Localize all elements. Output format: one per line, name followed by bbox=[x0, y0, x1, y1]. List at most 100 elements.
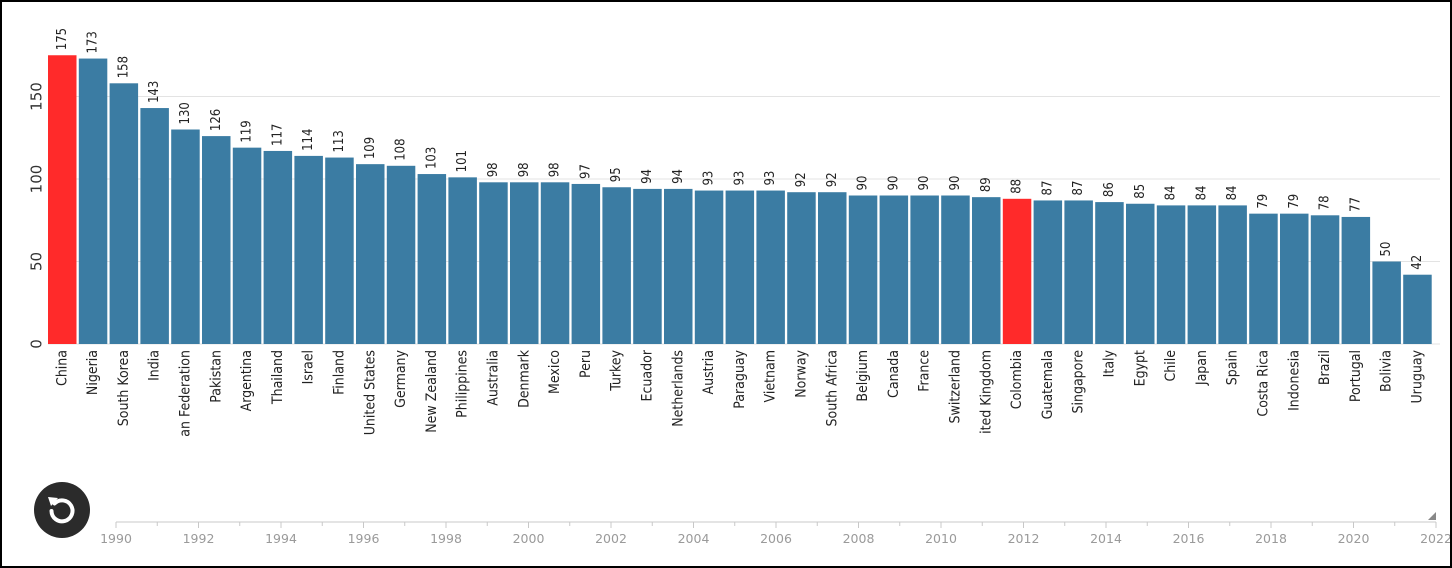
bar-value-label: 158 bbox=[116, 56, 131, 78]
bar-value-label: 113 bbox=[332, 130, 347, 152]
timeline-year-label[interactable]: 1990 bbox=[100, 531, 132, 546]
timeline-year-label[interactable]: 2006 bbox=[760, 531, 792, 546]
replay-button[interactable] bbox=[34, 482, 90, 538]
replay-icon bbox=[48, 497, 75, 524]
category-label: Japan bbox=[1194, 350, 1210, 386]
bar-value-label: 42 bbox=[1410, 255, 1425, 270]
category-label: Uruguay bbox=[1409, 349, 1425, 403]
category-label: Norway bbox=[793, 349, 809, 397]
timeline-year-label[interactable]: 2016 bbox=[1173, 531, 1205, 546]
category-label: Denmark bbox=[516, 349, 532, 408]
category-label: Vietnam bbox=[763, 350, 779, 402]
bar-denmark bbox=[510, 182, 539, 344]
category-label: Germany bbox=[393, 349, 409, 407]
bar-india bbox=[140, 108, 169, 344]
bar-thailand bbox=[263, 150, 293, 344]
category-label: Australia bbox=[485, 350, 501, 406]
timeline-year-label[interactable]: 2012 bbox=[1008, 531, 1040, 546]
bar-singapore bbox=[1064, 200, 1093, 344]
timeline-year-label[interactable]: 1996 bbox=[348, 531, 380, 546]
y-tick-label: 0 bbox=[28, 339, 46, 349]
category-label: Israel bbox=[301, 350, 317, 384]
bar-value-label: 78 bbox=[1318, 195, 1333, 210]
bar-value-label: 84 bbox=[1164, 186, 1179, 201]
bar-value-label: 126 bbox=[209, 109, 224, 131]
bar-value-label: 98 bbox=[517, 162, 532, 177]
bar-switzerland bbox=[941, 195, 970, 344]
timeline-year-label[interactable]: 1998 bbox=[430, 531, 462, 546]
bar-value-label: 98 bbox=[486, 162, 501, 177]
bar-value-label: 85 bbox=[1133, 184, 1148, 199]
category-label: Mexico bbox=[547, 350, 563, 394]
bar-ecuador bbox=[633, 188, 662, 344]
bar-value-label: 79 bbox=[1287, 194, 1302, 209]
timeline-year-label[interactable]: 1994 bbox=[265, 531, 297, 546]
bar-value-label: 87 bbox=[1040, 181, 1055, 196]
bar-egypt bbox=[1126, 203, 1155, 344]
bar-brazil bbox=[1310, 215, 1340, 344]
bar-value-label: 84 bbox=[1194, 186, 1209, 201]
bar-value-label: 77 bbox=[1348, 197, 1363, 212]
category-label: Argentina bbox=[239, 350, 255, 411]
y-tick-label: 50 bbox=[28, 252, 46, 271]
bar-value-label: 84 bbox=[1225, 186, 1240, 201]
category-label: ited Kingdom bbox=[978, 350, 994, 434]
category-label: United States bbox=[362, 350, 378, 435]
category-label: Netherlands bbox=[670, 350, 686, 427]
category-label: Canada bbox=[886, 350, 902, 398]
bar-south-africa bbox=[818, 192, 847, 344]
bar-value-label: 173 bbox=[86, 31, 101, 53]
bar-peru bbox=[571, 183, 601, 344]
bar-value-label: 86 bbox=[1102, 182, 1117, 197]
bar-costa-rica bbox=[1249, 213, 1278, 344]
category-label: China bbox=[54, 350, 70, 386]
timeline-year-label[interactable]: 1992 bbox=[183, 531, 215, 546]
timeline-year-label[interactable]: 2008 bbox=[843, 531, 875, 546]
timeline-handle[interactable] bbox=[1428, 512, 1436, 520]
category-label: Egypt bbox=[1132, 350, 1148, 386]
bar-australia bbox=[479, 182, 508, 344]
timeline-year-label[interactable]: 2014 bbox=[1090, 531, 1122, 546]
bar-turkey bbox=[602, 187, 631, 344]
category-label: Colombia bbox=[1009, 350, 1025, 409]
bar-paraguay bbox=[725, 190, 755, 344]
bar-norway bbox=[787, 192, 816, 344]
bar-value-labels: 175 173 158 143 130 126 119 117 114 113 109 108 103 1… bbox=[55, 28, 1425, 270]
category-label: South Africa bbox=[824, 350, 840, 426]
bar-chile bbox=[1156, 205, 1186, 344]
bar-value-label: 90 bbox=[917, 176, 932, 191]
bar-value-label: 93 bbox=[702, 171, 717, 186]
timeline-year-label[interactable]: 2004 bbox=[678, 531, 710, 546]
bar-guatemala bbox=[1033, 200, 1063, 344]
bar-value-label: 94 bbox=[671, 169, 686, 184]
timeline-year-label[interactable]: 2002 bbox=[595, 531, 627, 546]
bar-value-label: 89 bbox=[979, 177, 994, 192]
timeline-year-label[interactable]: 2020 bbox=[1338, 531, 1370, 546]
bar-value-label: 130 bbox=[178, 102, 193, 124]
bar-value-label: 87 bbox=[1071, 181, 1086, 196]
bar-colombia bbox=[1002, 198, 1032, 344]
bar-value-label: 109 bbox=[363, 137, 378, 159]
bar-belgium bbox=[848, 195, 878, 344]
bar-japan bbox=[1187, 205, 1217, 344]
bar-austria bbox=[694, 190, 724, 344]
bar-value-label: 93 bbox=[763, 171, 778, 186]
bar-vietnam bbox=[756, 190, 785, 344]
bar-bolivia bbox=[1372, 261, 1401, 344]
year-timeline[interactable]: 1990 1992 1994 1996 1998 2000 2002 2004 2006 2008… bbox=[100, 512, 1450, 546]
timeline-year-label[interactable]: 2022 bbox=[1420, 531, 1450, 546]
category-label: Portugal bbox=[1348, 350, 1364, 402]
category-label: Italy bbox=[1101, 349, 1117, 377]
timeline-year-label[interactable]: 2000 bbox=[513, 531, 545, 546]
timeline-year-label[interactable]: 2018 bbox=[1255, 531, 1287, 546]
category-label: Pakistan bbox=[208, 350, 224, 403]
category-label: Brazil bbox=[1317, 350, 1333, 385]
category-label: Indonesia bbox=[1286, 350, 1302, 411]
category-label: Switzerland bbox=[947, 350, 963, 423]
category-label: Austria bbox=[701, 350, 717, 395]
timeline-year-label[interactable]: 2010 bbox=[925, 531, 957, 546]
bar-netherlands bbox=[664, 188, 693, 344]
bar-value-label: 50 bbox=[1379, 242, 1394, 257]
bar-value-label: 143 bbox=[147, 81, 162, 103]
bar-value-label: 94 bbox=[640, 169, 655, 184]
